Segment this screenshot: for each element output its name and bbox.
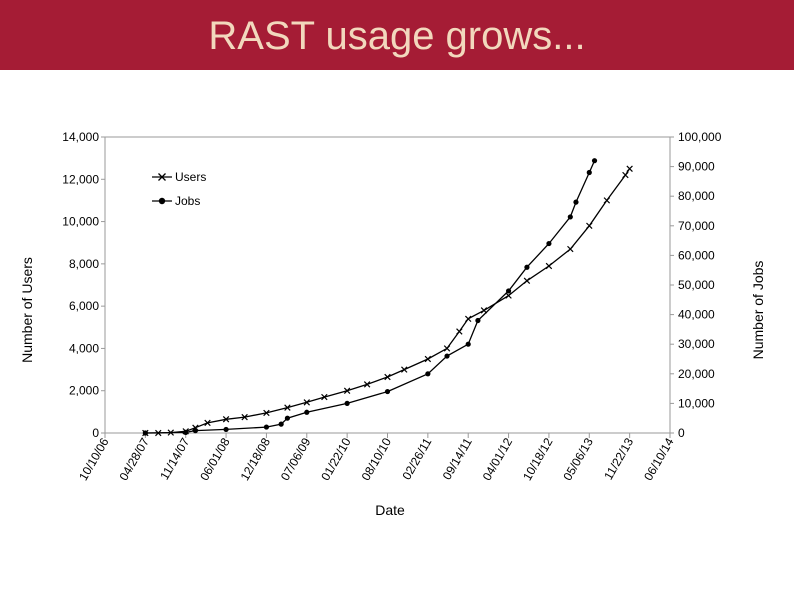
data-point-users bbox=[626, 165, 633, 172]
data-point-jobs bbox=[465, 341, 471, 347]
slide-title: RAST usage grows... bbox=[208, 14, 586, 58]
data-point-jobs bbox=[278, 421, 284, 427]
data-point-users bbox=[622, 171, 629, 179]
data-point-users bbox=[464, 315, 472, 323]
y-right-tick-label: 70,000 bbox=[678, 219, 715, 233]
ticks-layer: 0 2,000 4,000 6,000 8,000 10,000 12,000 14,000 0… bbox=[62, 130, 721, 483]
y-left-tick-label: 2,000 bbox=[69, 384, 99, 398]
data-point-users bbox=[603, 197, 611, 204]
y-right-tick-label: 20,000 bbox=[678, 367, 715, 381]
x-tick-label: 10/10/06 bbox=[76, 435, 112, 483]
data-point-jobs bbox=[475, 317, 481, 324]
data-point-jobs bbox=[284, 415, 291, 421]
y-left-tick-label: 8,000 bbox=[69, 257, 99, 271]
x-tick-label: 04/28/07 bbox=[116, 435, 152, 483]
data-point-users bbox=[222, 416, 230, 423]
legend-jobs-label: Jobs bbox=[175, 194, 200, 208]
data-point-users bbox=[523, 277, 531, 284]
x-tick-label: 11/22/13 bbox=[601, 435, 636, 482]
data-point-users bbox=[384, 373, 391, 381]
x-tick-label: 06/01/08 bbox=[197, 435, 233, 483]
y-right-tick-label: 80,000 bbox=[678, 189, 715, 203]
y-left-tick-label: 14,000 bbox=[62, 130, 99, 144]
y-left-tick-label: 4,000 bbox=[69, 341, 99, 355]
data-point-users bbox=[343, 387, 351, 394]
data-point-users bbox=[443, 345, 451, 352]
x-tick-label: 06/10/14 bbox=[641, 435, 677, 483]
data-point-jobs bbox=[546, 240, 552, 247]
data-point-users bbox=[456, 328, 463, 335]
data-point-users bbox=[303, 399, 311, 406]
legend-users-label: Users bbox=[175, 170, 206, 184]
data-point-users bbox=[363, 381, 371, 388]
y-right-tick-label: 0 bbox=[678, 426, 685, 440]
title-bar: RAST usage grows... bbox=[0, 0, 794, 70]
x-axis-title: Date bbox=[375, 502, 405, 518]
data-point-jobs bbox=[573, 199, 579, 205]
data-point-users bbox=[284, 404, 291, 411]
y-right-tick-label: 50,000 bbox=[678, 278, 715, 292]
data-point-jobs bbox=[183, 429, 189, 436]
x-tick-label: 12/18/08 bbox=[238, 435, 274, 483]
y-left-axis-title: Number of Users bbox=[19, 257, 35, 363]
data-point-jobs bbox=[304, 409, 310, 415]
data-point-users bbox=[545, 262, 553, 270]
y-left-tick-label: 10,000 bbox=[62, 215, 99, 229]
y-right-tick-label: 100,000 bbox=[678, 130, 722, 144]
data-point-users bbox=[401, 366, 408, 373]
y-left-tick-label: 6,000 bbox=[69, 299, 99, 313]
data-point-jobs bbox=[425, 371, 431, 377]
data-point-jobs bbox=[223, 426, 229, 433]
data-point-users bbox=[204, 419, 211, 427]
x-tick-label: 09/14/11 bbox=[440, 435, 475, 482]
data-point-jobs bbox=[142, 430, 148, 436]
data-point-users bbox=[263, 409, 270, 417]
y-right-tick-label: 40,000 bbox=[678, 308, 715, 322]
y-right-tick-label: 60,000 bbox=[678, 248, 715, 262]
data-point-users bbox=[321, 393, 328, 401]
x-tick-label: 10/18/12 bbox=[520, 435, 556, 483]
x-tick-label: 05/06/13 bbox=[560, 435, 596, 483]
data-point-jobs bbox=[263, 424, 270, 430]
data-point-jobs bbox=[586, 169, 592, 176]
x-tick-label: 04/01/12 bbox=[480, 435, 516, 483]
data-point-users bbox=[241, 413, 248, 421]
data-point-users bbox=[505, 292, 512, 299]
x-tick-label: 07/06/09 bbox=[278, 435, 314, 483]
data-point-jobs bbox=[524, 264, 530, 270]
y-right-tick-label: 10,000 bbox=[678, 396, 715, 410]
data-point-jobs bbox=[591, 158, 598, 164]
y-right-tick-label: 30,000 bbox=[678, 337, 715, 351]
data-point-jobs bbox=[505, 288, 512, 294]
legend-users-marker bbox=[158, 173, 166, 181]
series-line-jobs bbox=[145, 160, 596, 434]
legend-jobs-marker bbox=[158, 197, 166, 205]
x-tick-label: 11/14/07 bbox=[157, 435, 192, 482]
data-point-jobs bbox=[567, 214, 573, 220]
data-point-users bbox=[424, 355, 432, 363]
data-point-jobs bbox=[192, 428, 198, 434]
y-right-tick-label: 90,000 bbox=[678, 160, 715, 174]
series-layer bbox=[142, 158, 633, 437]
data-point-users bbox=[586, 222, 593, 230]
data-point-jobs bbox=[344, 400, 350, 406]
y-left-tick-label: 12,000 bbox=[62, 172, 99, 186]
y-right-axis-title: Number of Jobs bbox=[750, 261, 766, 360]
y-left-tick-label: 0 bbox=[92, 426, 99, 440]
legend: Users Jobs bbox=[152, 170, 206, 208]
x-tick-label: 08/10/10 bbox=[359, 435, 395, 483]
x-tick-label: 02/26/11 bbox=[399, 435, 434, 482]
data-point-users bbox=[567, 245, 574, 253]
x-tick-label: 01/22/10 bbox=[318, 435, 354, 483]
data-point-jobs bbox=[444, 353, 450, 359]
data-point-jobs bbox=[384, 388, 391, 395]
